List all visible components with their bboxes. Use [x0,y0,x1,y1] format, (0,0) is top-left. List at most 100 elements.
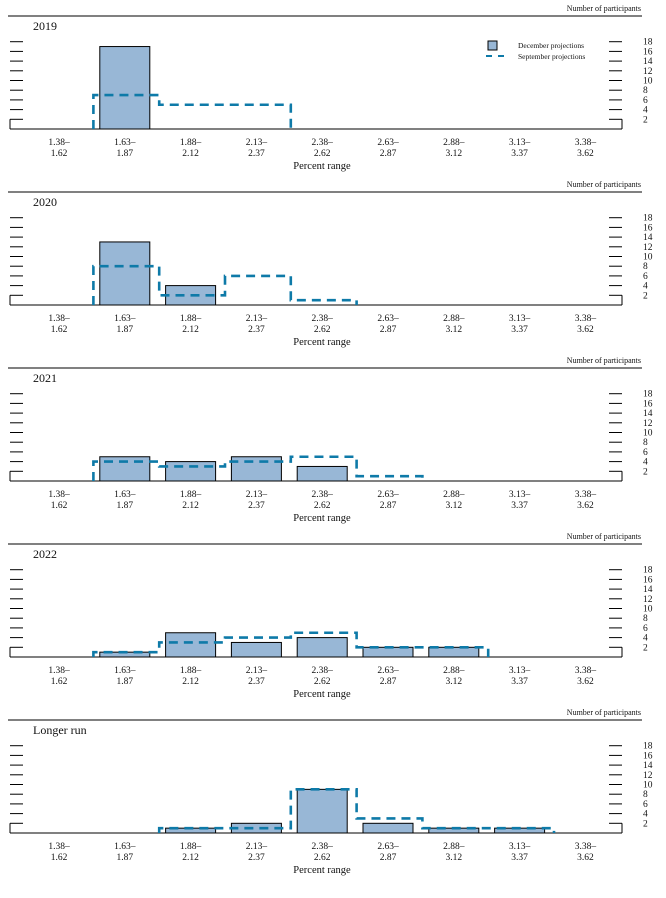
x-tick-label-top: 1.38– [48,490,70,500]
y-tick-label: 6 [643,800,648,810]
december-bar [296,788,348,834]
y-tick-label: 14 [643,57,653,67]
december-bar [428,646,480,658]
december-bar [165,632,217,658]
x-tick-label-top: 3.38– [575,138,597,148]
y-tick-label: 12 [643,771,653,781]
panel-2019: Number of participants 2019 24681012141618… [8,4,653,172]
x-axis-label: Percent range [293,865,351,876]
x-tick-label-bottom: 1.87 [116,501,133,511]
y-tick-label: 8 [643,438,648,448]
x-tick-label-top: 2.63– [377,490,399,500]
y-tick-label: 4 [643,458,648,468]
x-tick-label-bottom: 1.87 [116,325,133,335]
december-bar [99,241,151,306]
x-tick-label-top: 1.88– [180,842,202,852]
y-axis-label: Number of participants [567,4,641,13]
y-tick-label: 10 [643,429,653,439]
x-tick-label-top: 1.63– [114,490,136,500]
x-tick-label-top: 2.63– [377,138,399,148]
x-tick-label-top: 2.13– [246,490,268,500]
x-tick-label-bottom: 1.62 [51,853,68,863]
y-tick-label: 18 [643,566,653,576]
x-tick-label-bottom: 1.87 [116,149,133,159]
x-axis-label: Percent range [293,689,351,700]
x-tick-label-bottom: 2.87 [380,501,397,511]
x-tick-label-bottom: 1.62 [51,677,68,687]
x-tick-label-bottom: 1.87 [116,677,133,687]
x-tick-label-top: 3.38– [575,314,597,324]
x-tick-label-bottom: 3.37 [511,677,528,687]
x-tick-label-bottom: 3.12 [445,677,462,687]
x-tick-label-top: 2.38– [312,138,334,148]
december-bar [230,641,282,658]
y-tick-label: 12 [643,243,653,253]
y-tick-label: 8 [643,86,648,96]
y-tick-label: 2 [643,819,648,829]
y-axis-label: Number of participants [567,180,641,189]
x-tick-label-bottom: 3.62 [577,853,594,863]
panel-title: 2021 [33,371,57,385]
september-outline [92,264,358,305]
y-tick-label: 18 [643,742,653,752]
x-tick-label-bottom: 2.12 [182,853,199,863]
x-tick-label-top: 2.88– [443,842,465,852]
x-tick-label-top: 2.38– [312,842,334,852]
y-tick-label: 6 [643,272,648,282]
y-tick-label: 6 [643,96,648,106]
panel-2021: Number of participants 2021 24681012141618… [8,356,653,524]
x-tick-label-bottom: 1.62 [51,325,68,335]
x-tick-label-bottom: 2.87 [380,853,397,863]
x-tick-label-bottom: 2.37 [248,677,265,687]
y-axis-label: Number of participants [567,356,641,365]
x-tick-label-top: 2.88– [443,490,465,500]
december-bar [362,646,414,658]
x-axis-label: Percent range [293,337,351,348]
panel-2022: Number of participants 2022 24681012141618… [8,532,653,700]
x-tick-label-bottom: 2.87 [380,677,397,687]
x-tick-label-top: 2.13– [246,314,268,324]
x-tick-label-top: 3.13– [509,490,531,500]
september-outline [92,93,293,129]
x-tick-label-top: 2.38– [312,314,334,324]
x-tick-label-top: 1.88– [180,666,202,676]
x-tick-label-bottom: 3.62 [577,325,594,335]
december-bar [296,465,348,482]
y-tick-label: 10 [643,605,653,615]
y-tick-label: 14 [643,585,653,595]
y-tick-label: 14 [643,409,653,419]
y-tick-label: 4 [643,810,648,820]
panel-title: 2022 [33,547,57,561]
x-tick-label-bottom: 2.37 [248,501,265,511]
x-tick-label-top: 1.38– [48,842,70,852]
y-tick-label: 10 [643,781,653,791]
x-tick-label-top: 2.13– [246,842,268,852]
x-tick-label-top: 3.13– [509,314,531,324]
x-tick-label-top: 1.63– [114,314,136,324]
x-tick-label-bottom: 3.62 [577,501,594,511]
panel-title: 2020 [33,195,57,209]
x-tick-label-top: 1.63– [114,666,136,676]
x-tick-label-bottom: 3.37 [511,853,528,863]
x-tick-label-bottom: 2.62 [314,853,331,863]
x-tick-label-top: 2.38– [312,490,334,500]
panel-title: 2019 [33,19,57,33]
x-tick-label-bottom: 3.62 [577,677,594,687]
x-tick-label-bottom: 1.87 [116,853,133,863]
x-tick-label-bottom: 3.12 [445,853,462,863]
legend-december-label: December projections [518,41,584,50]
x-tick-label-top: 1.88– [180,490,202,500]
x-tick-label-bottom: 2.37 [248,325,265,335]
y-tick-label: 16 [643,47,653,57]
y-tick-label: 2 [643,291,648,301]
legend-december-swatch [487,40,498,51]
x-tick-label-bottom: 2.12 [182,325,199,335]
y-tick-label: 16 [643,399,653,409]
x-tick-label-top: 1.88– [180,138,202,148]
y-tick-label: 8 [643,614,648,624]
x-tick-label-bottom: 2.62 [314,149,331,159]
y-tick-label: 12 [643,67,653,77]
x-tick-label-top: 3.13– [509,138,531,148]
y-axis-label: Number of participants [567,708,641,717]
panel-2020: Number of participants 2020 24681012141618… [8,180,653,348]
